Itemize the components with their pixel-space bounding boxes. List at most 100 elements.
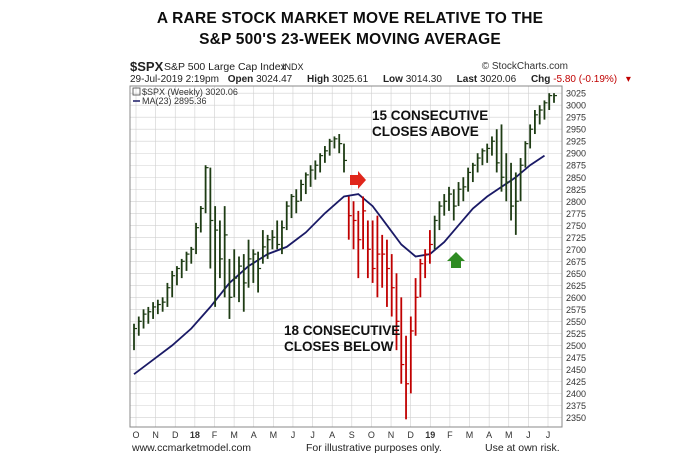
ohlc-bar <box>137 316 142 336</box>
ohlc-bar <box>281 220 285 255</box>
chart-grid <box>130 86 562 427</box>
ohlc-bar <box>476 153 481 173</box>
x-tick-label: F <box>447 430 453 440</box>
y-tick-label: 2500 <box>566 341 586 351</box>
ohlc-bar <box>486 143 491 163</box>
ohlc-bar <box>161 297 166 312</box>
x-tick-label: J <box>291 430 296 440</box>
ohlc-bar <box>519 158 524 202</box>
ohlc-bar <box>219 220 223 279</box>
y-tick-label: 2425 <box>566 377 586 387</box>
ohlc-bar <box>371 220 376 283</box>
low-label: Low <box>382 74 403 85</box>
ohlc-bar <box>142 309 147 329</box>
ohlc-bar <box>376 215 381 298</box>
x-tick-label: D <box>172 430 179 440</box>
y-tick-label: 2700 <box>566 245 586 255</box>
ohlc-bar <box>471 162 476 183</box>
x-tick-label: 18 <box>190 430 200 440</box>
x-tick-label: N <box>388 430 395 440</box>
ohlc-bar <box>333 136 338 149</box>
chg-value: -5.80 (-0.19%) <box>553 74 618 85</box>
symbol-label: $SPX <box>130 59 164 74</box>
ohlc-bar <box>171 270 176 298</box>
ohlc-bar <box>261 230 266 264</box>
ohlc-bar <box>347 196 352 240</box>
ohlc-bars <box>133 93 557 420</box>
green-arrow-icon <box>447 252 465 268</box>
ohlc-bar <box>534 110 538 135</box>
ohlc-bar <box>185 251 190 271</box>
ohlc-bar <box>238 256 242 303</box>
x-tick-label: M <box>466 430 474 440</box>
y-axis-labels: 2350 2375 2400 2425 2450 2475 2500 2525 2550 2575… <box>566 89 586 423</box>
chg-label: Chg <box>530 74 551 85</box>
x-tick-label: N <box>152 430 159 440</box>
ohlc-bar <box>438 201 443 231</box>
x-tick-label: J <box>310 430 315 440</box>
red-arrow-icon <box>350 171 366 189</box>
footer-disclaimer: For illustrative purposes only. <box>306 442 442 454</box>
ohlc-bar <box>195 222 200 255</box>
ohlc-bar <box>247 239 252 288</box>
quote-line: 29-Jul-2019 2:19pm Open 3024.47 High 302… <box>130 74 643 85</box>
ohlc-bar <box>204 165 209 214</box>
ohlc-bar <box>448 186 452 211</box>
ohlc-bar <box>242 254 247 312</box>
y-tick-label: 2825 <box>566 185 586 195</box>
y-tick-label: 2450 <box>566 365 586 375</box>
ohlc-bar <box>524 141 529 168</box>
y-tick-label: 2625 <box>566 281 586 291</box>
ohlc-bar <box>166 282 171 307</box>
ohlc-bar <box>147 306 152 324</box>
x-tick-label: M <box>230 430 238 440</box>
ohlc-bar <box>233 249 238 298</box>
ohlc-bar <box>285 201 290 231</box>
ohlc-bar <box>266 234 271 259</box>
ohlc-bar <box>343 143 347 173</box>
y-tick-label: 2675 <box>566 257 586 267</box>
footer-website: www.ccmarketmodel.com <box>132 442 252 454</box>
ohlc-bar <box>548 93 553 111</box>
x-tick-label: A <box>486 430 492 440</box>
footer-risk: Use at own risk. <box>485 442 560 454</box>
ohlc-bar <box>443 194 448 216</box>
y-tick-label: 2350 <box>566 413 586 423</box>
x-tick-label: D <box>407 430 414 440</box>
y-tick-label: 2375 <box>566 401 586 411</box>
ohlc-bar <box>328 138 333 156</box>
y-tick-label: 2925 <box>566 137 586 147</box>
x-tick-label: S <box>349 430 355 440</box>
ohlc-bar <box>543 100 548 120</box>
ohlc-bar <box>276 220 281 250</box>
ohlc-bar <box>481 148 486 166</box>
ohlc-bar <box>223 206 228 298</box>
y-tick-label: 2975 <box>566 113 586 123</box>
y-tick-label: 2525 <box>566 329 586 339</box>
ohlc-bar <box>304 172 309 195</box>
ohlc-bar <box>314 160 319 180</box>
y-tick-label: 2550 <box>566 317 586 327</box>
ohlc-bar <box>271 230 276 250</box>
brand-label: © StockCharts.com <box>481 61 568 72</box>
annotation-above-line2: CLOSES ABOVE <box>372 124 479 139</box>
ohlc-bar <box>467 167 472 192</box>
ohlc-bar <box>452 189 457 221</box>
ohlc-bar <box>405 335 410 420</box>
ohlc-bar <box>338 134 343 154</box>
ohlc-bar <box>400 297 405 384</box>
ohlc-bar <box>290 194 295 219</box>
ohlc-bar <box>228 258 233 319</box>
y-tick-label: 2475 <box>566 353 586 363</box>
ohlc-bar <box>199 206 204 233</box>
ohlc-bar <box>538 105 543 125</box>
x-tick-label: M <box>270 430 278 440</box>
ohlc-bar <box>190 246 195 264</box>
ohlc-bar <box>510 162 515 221</box>
ohlc-bar <box>529 124 534 149</box>
y-tick-label: 2575 <box>566 305 586 315</box>
ohlc-bar <box>424 249 429 279</box>
ohlc-bar <box>357 210 362 279</box>
x-tick-label: F <box>212 430 218 440</box>
